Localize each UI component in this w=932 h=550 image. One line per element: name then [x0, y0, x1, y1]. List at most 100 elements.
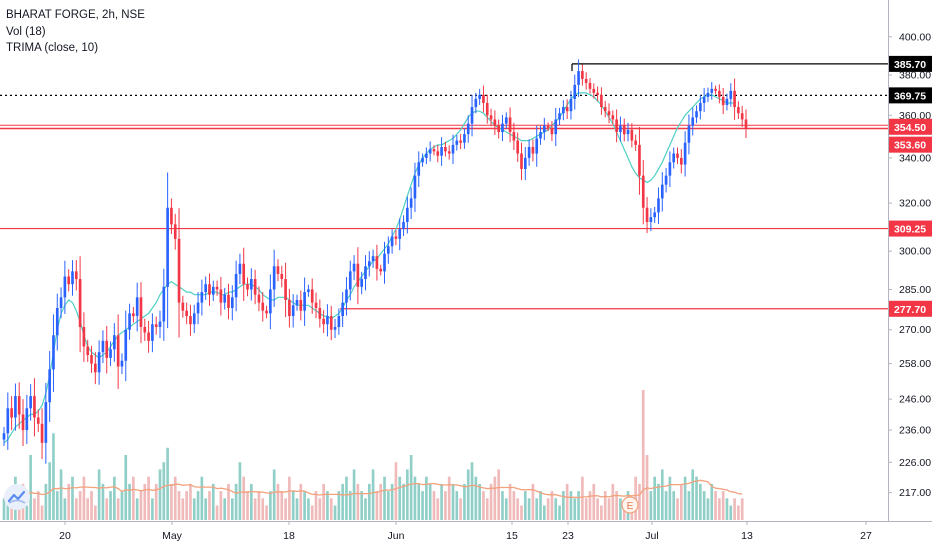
volume-bar — [413, 476, 417, 520]
candle-body — [333, 326, 337, 330]
candle-body — [710, 88, 714, 93]
volume-bar — [124, 455, 128, 520]
time-tick-label: 23 — [562, 530, 574, 542]
candle-body — [14, 396, 17, 418]
candle-body — [664, 175, 668, 185]
volume-bar — [398, 476, 402, 520]
volume-bar — [683, 476, 687, 520]
volume-bar — [641, 390, 645, 520]
candle-body — [284, 279, 287, 300]
candle-body — [257, 294, 261, 303]
volume-bar — [242, 476, 246, 520]
candle-body — [474, 98, 478, 108]
volume-bar — [371, 469, 375, 520]
candle-body — [86, 346, 90, 356]
volume-bar — [318, 498, 322, 520]
volume-bar — [101, 483, 105, 520]
candle-body — [345, 289, 348, 303]
candle-body — [615, 119, 618, 133]
candle-body — [573, 84, 577, 99]
volume-bar — [78, 491, 82, 520]
volume-bar — [501, 491, 504, 520]
volume-bar — [52, 433, 55, 520]
volume-bar — [67, 483, 71, 520]
candle-body — [592, 88, 596, 93]
volume-bar — [348, 491, 352, 520]
price-tick-label: 270.00 — [899, 324, 931, 336]
candle-body — [463, 134, 466, 143]
volume-bar — [162, 462, 166, 520]
candle-body — [93, 363, 97, 373]
volume-bar — [702, 491, 706, 520]
candle-body — [516, 140, 520, 154]
candle-body — [725, 98, 729, 106]
volume-bar — [699, 483, 702, 520]
candle-body — [436, 151, 440, 156]
volume-bar — [535, 498, 539, 520]
volume-bar — [116, 498, 120, 520]
candle-body — [223, 294, 227, 303]
candle-body — [132, 313, 135, 317]
candle-body — [63, 276, 67, 298]
candle-body — [406, 207, 409, 222]
volume-bar — [105, 498, 109, 520]
volume-bar — [379, 483, 383, 520]
volume-bar — [706, 498, 710, 520]
volume-bar — [497, 469, 500, 520]
candle-body — [409, 198, 413, 208]
volume-bar — [230, 498, 234, 520]
candle-body — [428, 149, 432, 154]
candle-body — [322, 318, 325, 325]
candle-body — [101, 340, 105, 353]
time-tick-label: 20 — [59, 530, 71, 542]
candle-body — [10, 408, 13, 418]
candle-body — [645, 207, 649, 222]
volume-bar — [337, 491, 341, 520]
volume-bar — [170, 483, 173, 520]
volume-bar — [329, 498, 333, 520]
volume-bar — [562, 491, 565, 520]
volume-bar — [695, 476, 698, 520]
volume-bar — [295, 498, 299, 520]
candle-body — [364, 266, 367, 280]
volume-bar — [444, 491, 447, 520]
candle-body — [78, 279, 82, 327]
volume-bar — [356, 483, 360, 520]
price-tick-label: 320.00 — [899, 198, 931, 210]
volume-bar — [74, 498, 78, 520]
candle-body — [641, 175, 645, 208]
candle-body — [493, 119, 497, 126]
candle-body — [425, 153, 428, 158]
volume-bar — [211, 483, 215, 520]
volume-bar — [478, 483, 481, 520]
volume-bar — [638, 483, 641, 520]
candle-body — [253, 279, 257, 295]
candle-body — [326, 316, 329, 325]
volume-bar — [440, 483, 443, 520]
candle-body — [394, 236, 398, 239]
volume-bar — [269, 491, 272, 520]
candle-body — [508, 117, 512, 133]
volume-bar — [59, 469, 63, 520]
volume-bar — [596, 498, 599, 520]
volume-bar — [276, 483, 280, 520]
price-label-box — [889, 87, 932, 104]
volume-bar — [36, 491, 40, 520]
candle-body — [276, 266, 280, 274]
volume-bar — [341, 483, 344, 520]
volume-bar — [310, 505, 314, 520]
volume-bar — [672, 491, 676, 520]
candle-body — [250, 279, 253, 290]
candle-body — [565, 107, 569, 112]
volume-bar — [409, 455, 413, 520]
candle-body — [417, 162, 421, 176]
time-tick-label: 18 — [283, 530, 295, 542]
candle-body — [67, 276, 71, 285]
volume-bar — [345, 476, 348, 520]
candle-body — [74, 271, 78, 280]
price-tick-label: 246.00 — [899, 394, 931, 406]
candle-body — [367, 261, 371, 267]
volume-bar — [733, 498, 736, 520]
price-label-text: 385.70 — [894, 59, 926, 71]
